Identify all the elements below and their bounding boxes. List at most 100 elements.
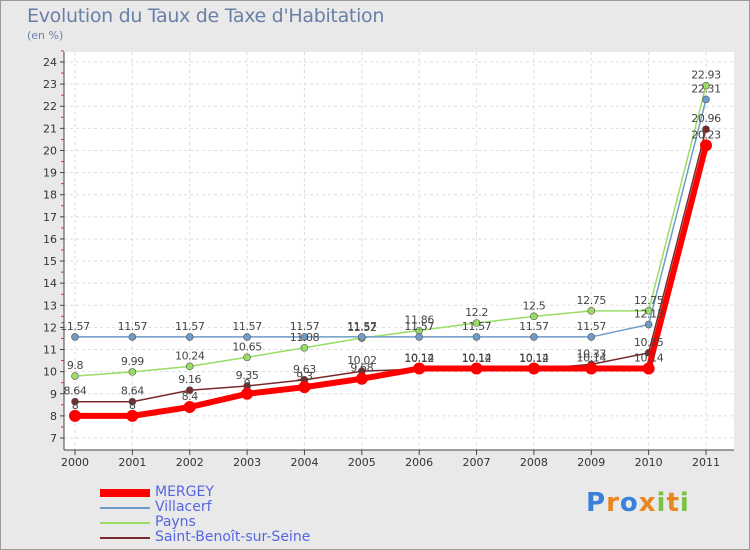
data-label: 11.57 — [577, 320, 607, 333]
series-line — [75, 99, 707, 338]
y-tick-label: 22 — [43, 100, 57, 113]
data-point — [71, 397, 79, 406]
data-point — [472, 319, 481, 327]
legend-label: MERGEY — [155, 484, 214, 500]
plot-area — [64, 52, 734, 450]
x-tick-label: 2000 — [61, 456, 89, 469]
data-point — [300, 343, 309, 352]
data-label: 11.57 — [519, 320, 549, 333]
data-point — [71, 372, 79, 380]
y-tick-label: 7 — [50, 432, 57, 445]
data-label: 10.14 — [577, 352, 607, 365]
data-point — [126, 409, 139, 422]
x-tick-label: 2008 — [520, 456, 548, 469]
data-label: 9.8 — [67, 359, 84, 372]
data-label: 10.85 — [634, 336, 664, 349]
y-tick-label: 18 — [43, 189, 57, 202]
data-label: 8.4 — [182, 390, 199, 403]
data-point — [702, 81, 710, 90]
data-point — [128, 368, 137, 376]
data-label: 10.12 — [519, 352, 549, 365]
y-tick-label: 13 — [43, 299, 57, 312]
logo-letter: i — [679, 488, 690, 518]
data-label: 20.23 — [691, 128, 721, 141]
x-tick-label: 2003 — [233, 456, 261, 469]
data-point — [183, 401, 196, 414]
legend-item: Payns — [100, 514, 400, 531]
data-point — [241, 387, 254, 400]
data-point — [185, 362, 194, 371]
legend: MERGEY Villacerf Payns Saint-Benoît-sur-Sei… — [100, 484, 400, 546]
series-villacerf — [71, 95, 710, 341]
data-label: 12.13 — [634, 308, 664, 321]
data-point — [702, 125, 710, 134]
data-point — [128, 397, 137, 406]
x-tick-label: 2007 — [463, 456, 491, 469]
x-tick-label: 2002 — [176, 456, 204, 469]
data-label: 20.96 — [691, 112, 721, 125]
y-tick-label: 23 — [43, 78, 57, 91]
data-label: 12.75 — [577, 294, 607, 307]
unit-label: (en %) — [27, 29, 64, 42]
logo-letter: P — [586, 488, 607, 518]
y-tick-label: 19 — [43, 167, 57, 180]
data-label: 10.33 — [577, 347, 607, 360]
data-label: 9.3 — [296, 370, 313, 383]
y-tick-label: 14 — [43, 277, 57, 290]
y-tick-label: 10 — [43, 366, 57, 379]
data-label: 11.08 — [290, 331, 320, 344]
logo-letter: x — [638, 488, 657, 518]
y-tick-label: 17 — [43, 211, 57, 224]
data-point — [298, 381, 311, 394]
data-point — [470, 362, 483, 375]
data-point — [243, 333, 251, 341]
data-point — [585, 362, 598, 375]
data-point — [587, 333, 596, 341]
legend-swatch — [100, 489, 150, 497]
data-point — [642, 362, 655, 375]
y-tick-label: 12 — [43, 321, 57, 334]
data-label: 9.63 — [293, 363, 316, 376]
data-label: 11.57 — [462, 320, 492, 333]
data-point — [530, 333, 538, 341]
series-line — [75, 144, 709, 419]
x-tick-label: 2011 — [692, 456, 720, 469]
data-label: 10.24 — [175, 349, 205, 362]
data-label: 9.16 — [178, 373, 201, 386]
x-tick-label: 2006 — [405, 456, 433, 469]
legend-swatch — [100, 537, 150, 539]
logo-letter: o — [619, 488, 639, 518]
data-label: 8 — [129, 399, 136, 412]
data-label: 10.12 — [462, 352, 492, 365]
data-label: 10.14 — [462, 352, 492, 365]
legend-label: Payns — [155, 514, 196, 530]
data-label: 11.57 — [175, 320, 205, 333]
x-tick-label: 2005 — [348, 456, 376, 469]
data-point — [71, 333, 79, 341]
logo-letter: r — [606, 488, 620, 518]
y-tick-label: 20 — [43, 144, 57, 157]
data-point — [527, 362, 540, 375]
legend-item: Saint-Benoît-sur-Seine — [100, 529, 400, 546]
data-label: 12.75 — [634, 294, 664, 307]
data-point — [472, 333, 481, 341]
data-label: 11.86 — [404, 314, 434, 327]
series-mergey — [69, 139, 712, 422]
data-label: 12.2 — [465, 306, 488, 319]
data-point — [69, 409, 81, 422]
y-tick-label: 16 — [43, 233, 57, 246]
legend-item: MERGEY — [100, 484, 400, 501]
y-tick-label: 24 — [43, 56, 57, 69]
data-point — [185, 386, 194, 395]
y-tick-label: 11 — [43, 344, 57, 357]
data-point — [587, 307, 596, 315]
y-tick-label: 9 — [50, 388, 57, 401]
series-line — [74, 85, 707, 377]
data-label: 9.99 — [121, 355, 144, 368]
x-tick-label: 2009 — [577, 456, 605, 469]
legend-label: Saint-Benoît-sur-Seine — [155, 529, 311, 545]
series-line — [75, 129, 707, 403]
legend-swatch — [100, 522, 150, 524]
data-point — [128, 333, 137, 341]
legend-swatch — [100, 507, 150, 509]
